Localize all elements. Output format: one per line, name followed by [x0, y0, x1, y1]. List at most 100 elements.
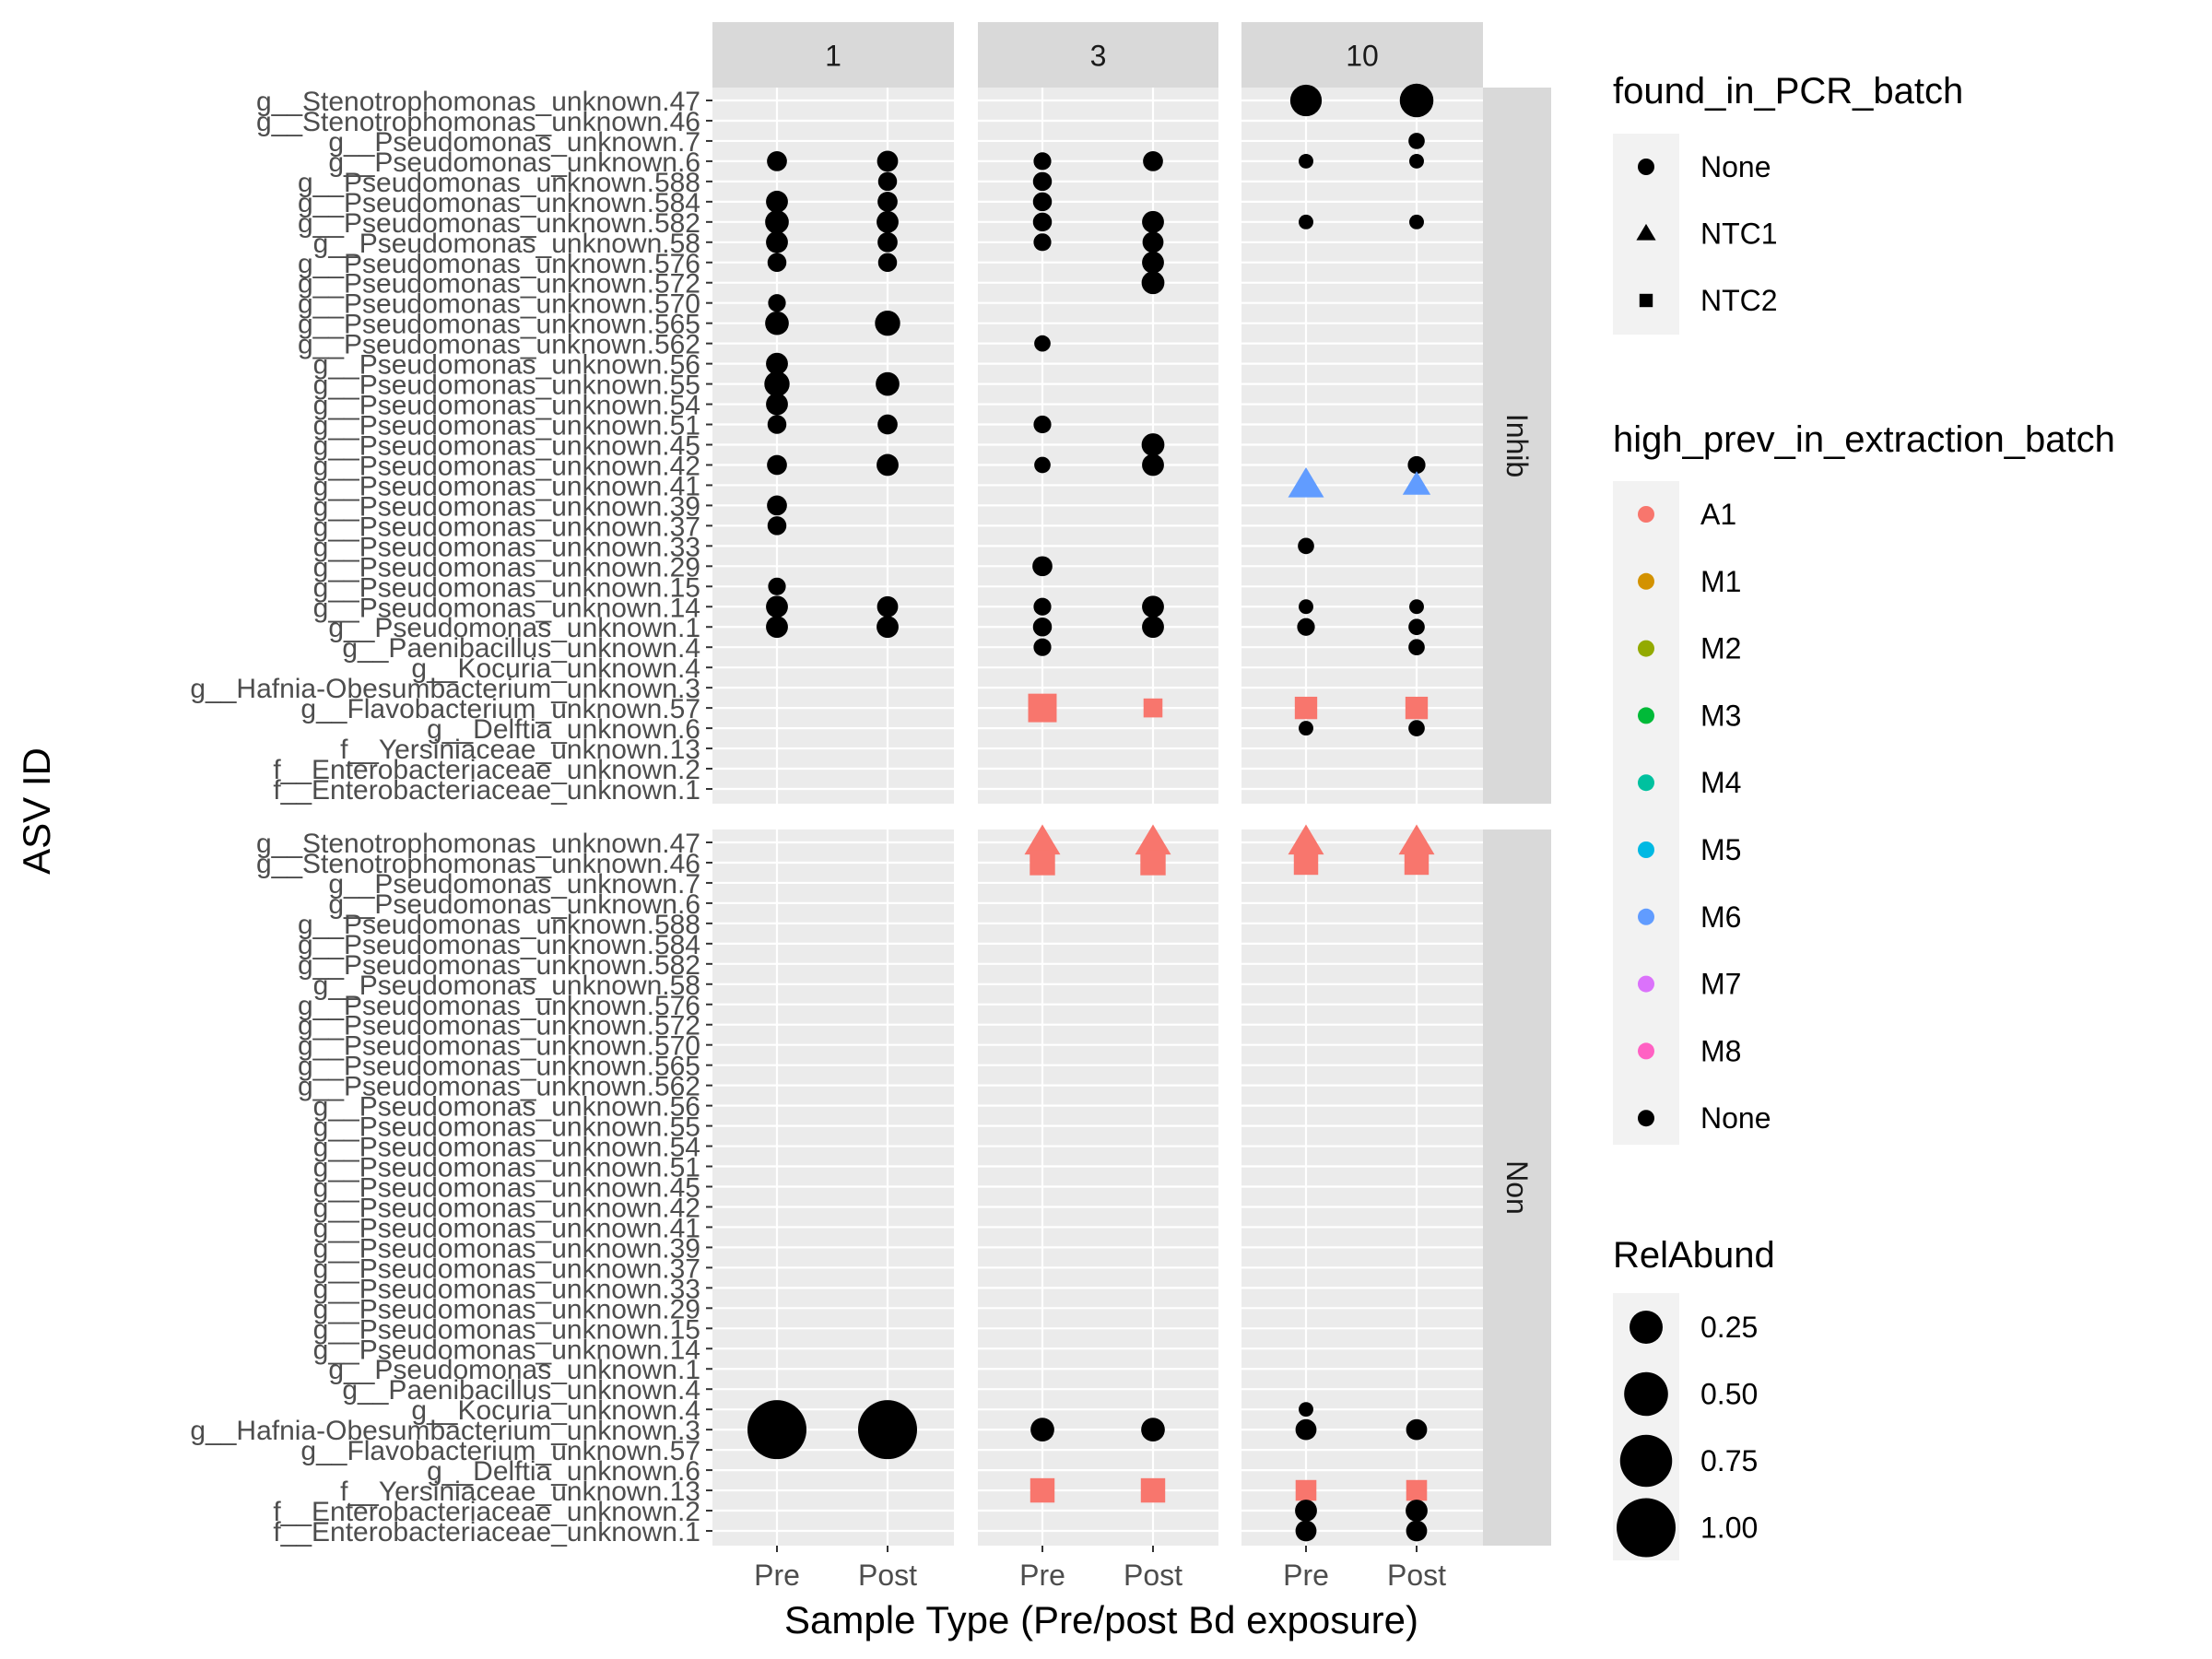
legend-key-symbol — [1619, 1434, 1673, 1488]
y-tick-label: g__Pseudomonas_unknown.565 — [298, 310, 700, 340]
data-point — [1295, 1520, 1317, 1542]
data-point — [1033, 152, 1052, 171]
data-point — [1141, 433, 1165, 456]
y-tick-label: g__Pseudomonas_unknown.58 — [313, 971, 700, 1001]
legend-key-symbol — [1630, 1311, 1663, 1344]
y-tick-label: g__Pseudomonas_unknown.39 — [313, 1233, 700, 1264]
y-tick-label: g__Pseudomonas_unknown.1 — [328, 613, 700, 643]
legend-label: M7 — [1700, 968, 1741, 1001]
data-point — [767, 454, 787, 476]
data-point — [766, 352, 788, 375]
legend-label: M3 — [1700, 699, 1741, 732]
data-point — [1299, 153, 1313, 169]
y-tick-label: g__Pseudomonas_unknown.37 — [313, 1253, 700, 1284]
data-point — [1408, 720, 1425, 736]
facet-strip-label: Non — [1500, 1160, 1534, 1215]
data-point — [1288, 824, 1324, 855]
y-axis-title: ASV ID — [15, 747, 58, 875]
legend-title: high_prev_in_extraction_batch — [1613, 419, 2115, 460]
y-tick-label: f__Enterobacteriaceae_unknown.2 — [273, 1497, 700, 1527]
facet-strip-label: 3 — [1090, 40, 1107, 73]
y-tick-label: g__Pseudomonas_unknown.56 — [313, 350, 700, 381]
y-tick-label: g__Hafnia-Obesumbacterium_unknown.3 — [190, 674, 700, 704]
data-point — [767, 253, 787, 273]
data-point — [877, 150, 899, 172]
data-point — [877, 414, 898, 435]
legend-label: M4 — [1700, 766, 1741, 799]
x-tick-label: Pre — [1283, 1559, 1329, 1592]
data-point — [767, 151, 787, 171]
data-point — [766, 616, 788, 639]
y-tick-label: g__Pseudomonas_unknown.29 — [313, 1294, 700, 1324]
data-point — [1399, 83, 1434, 118]
data-point — [1034, 456, 1051, 474]
y-tick-label: g__Pseudomonas_unknown.58 — [313, 229, 700, 259]
data-point — [877, 210, 899, 233]
data-point — [1141, 1418, 1165, 1442]
y-tick-label: g__Pseudomonas_unknown.54 — [313, 391, 700, 421]
data-point — [1299, 599, 1313, 615]
y-tick-label: g__Delftia_unknown.6 — [427, 1456, 700, 1487]
data-point — [765, 311, 789, 335]
legend-label: NTC1 — [1700, 218, 1778, 251]
y-tick-label: g__Pseudomonas_unknown.54 — [313, 1133, 700, 1163]
data-point — [1289, 84, 1323, 117]
legend-key-symbol — [1638, 159, 1654, 175]
data-point — [1030, 850, 1055, 876]
facet-strip-label: 1 — [825, 40, 841, 73]
y-tick-label: g__Pseudomonas_unknown.562 — [298, 330, 700, 360]
legend-key-symbol — [1638, 908, 1654, 925]
y-tick-label: g__Pseudomonas_unknown.45 — [313, 431, 700, 462]
legend-key-symbol — [1617, 1498, 1676, 1558]
facet-strips: 1 3 10 Inhib Non — [712, 22, 1551, 1546]
data-point — [1408, 639, 1425, 656]
data-point — [877, 453, 899, 477]
data-point — [1402, 471, 1431, 495]
data-point — [1135, 824, 1171, 855]
legend-label: 0.75 — [1700, 1444, 1758, 1477]
x-tick-label: Post — [1124, 1559, 1182, 1592]
y-tick-label: g__Pseudomonas_unknown.582 — [298, 950, 700, 981]
y-tick-label: g__Paenibacillus_unknown.4 — [342, 633, 700, 664]
legend-title: found_in_PCR_batch — [1613, 71, 1963, 112]
y-tick-label: g__Pseudomonas_unknown.33 — [313, 1274, 700, 1304]
data-point — [877, 171, 898, 192]
data-point — [1406, 1520, 1428, 1542]
y-tick-label: g__Kocuria_unknown.4 — [411, 1395, 700, 1426]
data-point — [766, 595, 788, 618]
data-point — [877, 191, 898, 212]
plot-panels — [712, 88, 1483, 1546]
legend-key-symbol — [1638, 1042, 1654, 1060]
y-tick-label: g__Pseudomonas_unknown.41 — [313, 1213, 700, 1243]
y-tick-label: g__Pseudomonas_unknown.584 — [298, 930, 700, 960]
y-tick-label: g__Pseudomonas_unknown.55 — [313, 1112, 700, 1143]
x-tick-label: Pre — [754, 1559, 800, 1592]
legend-label: None — [1700, 1101, 1771, 1135]
data-point — [1409, 153, 1424, 169]
y-tick-label: g__Pseudomonas_unknown.7 — [328, 127, 700, 158]
data-point — [747, 1400, 806, 1460]
y-tick-label: g__Pseudomonas_unknown.45 — [313, 1173, 700, 1204]
y-tick-label: g__Pseudomonas_unknown.41 — [313, 471, 700, 501]
y-tick-label: g__Pseudomonas_unknown.55 — [313, 371, 700, 401]
data-point — [1299, 721, 1313, 736]
data-point — [1142, 595, 1164, 618]
y-tick-label: g__Pseudomonas_unknown.572 — [298, 269, 700, 300]
data-point — [1034, 335, 1051, 352]
y-tick-label: g__Pseudomonas_unknown.6 — [328, 889, 700, 920]
data-point — [1143, 151, 1163, 171]
facet-strip-col — [978, 22, 1218, 88]
y-tick-label: g__Pseudomonas_unknown.56 — [313, 1092, 700, 1123]
legend-label: M5 — [1700, 833, 1741, 866]
data-point — [877, 595, 899, 618]
y-tick-label: g__Pseudomonas_unknown.51 — [313, 411, 700, 441]
data-point — [1408, 133, 1425, 149]
legend-key-symbol — [1638, 640, 1654, 657]
legend-key-symbol — [1638, 707, 1654, 724]
y-tick-label: g__Pseudomonas_unknown.14 — [313, 1335, 700, 1365]
data-point — [1142, 616, 1164, 639]
data-point — [1408, 618, 1425, 636]
data-point — [1032, 556, 1053, 577]
data-point — [876, 371, 900, 396]
data-point — [766, 393, 788, 416]
